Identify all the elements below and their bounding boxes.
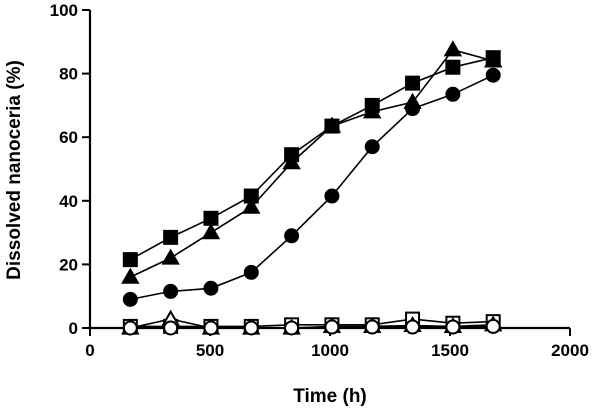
- data-point-circle: [163, 320, 179, 336]
- series-circle-filled: [122, 67, 501, 307]
- data-point-triangle: [443, 40, 463, 57]
- series-square-open: [122, 311, 501, 334]
- y-tick-label: 100: [50, 1, 78, 20]
- data-point-square: [122, 252, 138, 268]
- data-point-circle: [445, 319, 461, 335]
- data-point-triangle: [121, 267, 140, 284]
- data-point-circle: [163, 283, 179, 299]
- series-layer: [121, 40, 503, 336]
- data-point-square: [203, 210, 219, 226]
- ticks: 0 500 1000 1500 2000 0 20 40 60 80 100: [50, 1, 589, 360]
- series-line: [130, 318, 494, 328]
- data-point-circle: [122, 320, 138, 336]
- y-tick-label: 0: [69, 319, 78, 338]
- data-point-triangle: [201, 223, 221, 240]
- data-point-circle: [364, 319, 380, 335]
- y-axis-title: Dissolved nanoceria (%): [4, 60, 25, 280]
- x-tick-label: 0: [85, 341, 94, 360]
- x-tick-label: 2000: [551, 341, 589, 360]
- data-point-triangle: [242, 197, 261, 214]
- series-line: [129, 56, 494, 261]
- data-point-triangle: [484, 51, 503, 68]
- series-circle-open: [122, 318, 501, 336]
- data-point-circle: [284, 228, 300, 244]
- data-point-circle: [364, 139, 380, 155]
- y-tick-label: 60: [59, 128, 78, 147]
- series-line: [130, 74, 494, 301]
- data-point-circle: [284, 320, 300, 336]
- y-tick-label: 20: [59, 255, 78, 274]
- data-point-triangle: [161, 248, 180, 265]
- data-point-circle: [445, 86, 461, 102]
- data-point-circle: [485, 318, 501, 334]
- series-triangle-filled: [121, 40, 503, 284]
- data-point-circle: [485, 67, 501, 83]
- series-square-filled: [122, 50, 501, 268]
- series-line: [130, 325, 494, 329]
- data-point-circle: [122, 291, 138, 307]
- x-tick-label: 1000: [311, 341, 349, 360]
- data-point-circle: [405, 101, 421, 117]
- data-point-triangle: [282, 153, 301, 170]
- x-axis-title: Time (h): [293, 386, 367, 407]
- x-tick-label: 500: [196, 341, 224, 360]
- data-point-square: [405, 75, 421, 91]
- data-point-circle: [324, 188, 340, 204]
- data-point-square: [445, 59, 461, 75]
- series-line: [129, 48, 494, 278]
- data-point-circle: [243, 320, 259, 336]
- data-point-circle: [405, 319, 421, 335]
- data-point-circle: [324, 319, 340, 335]
- data-point-triangle: [363, 102, 382, 119]
- data-point-triangle: [322, 116, 342, 133]
- y-tick-label: 40: [59, 192, 78, 211]
- y-tick-label: 80: [59, 65, 78, 84]
- data-point-square: [163, 229, 179, 245]
- data-point-circle: [203, 280, 219, 296]
- x-tick-label: 1500: [431, 341, 469, 360]
- data-point-circle: [243, 264, 259, 280]
- data-point-circle: [203, 320, 219, 336]
